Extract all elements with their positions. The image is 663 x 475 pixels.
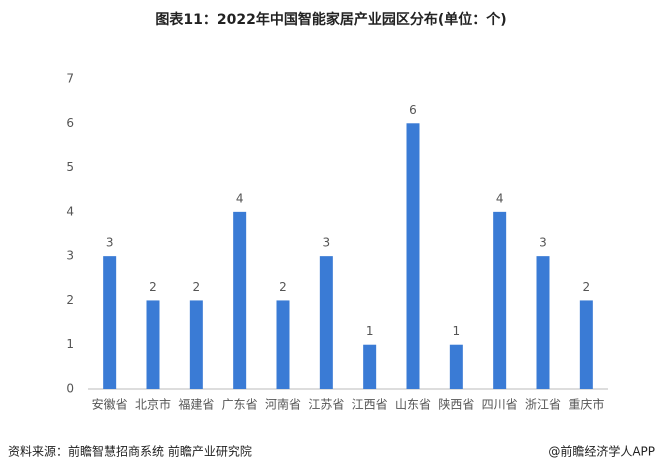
x-tick-label: 重庆市 (568, 397, 604, 412)
bar (233, 211, 247, 389)
data-label: 4 (236, 191, 244, 205)
bar (103, 256, 117, 389)
x-tick-label: 四川省 (482, 398, 518, 412)
y-tick-label: 7 (66, 72, 74, 86)
data-label: 3 (539, 236, 547, 250)
bar (536, 256, 550, 389)
y-tick-label: 6 (66, 116, 74, 130)
data-label: 2 (149, 280, 157, 294)
bar (146, 300, 160, 389)
data-label: 6 (409, 103, 417, 117)
bar (319, 256, 333, 389)
data-label: 2 (279, 280, 287, 294)
chart-title: 图表11：2022年中国智能家居产业园区分布(单位：个) (155, 11, 506, 28)
credit: @前瞻经济学人APP (548, 444, 655, 459)
source-note: 资料来源：前瞻智慧招商系统 前瞻产业研究院 (8, 444, 252, 459)
y-tick-label: 5 (66, 160, 74, 174)
x-tick-label: 安徽省 (92, 397, 128, 412)
y-tick-label: 2 (66, 293, 74, 307)
x-tick-label: 浙江省 (525, 398, 561, 412)
data-label: 1 (453, 324, 461, 338)
data-label: 4 (496, 191, 504, 205)
x-tick-label: 江苏省 (308, 398, 344, 412)
bar (493, 211, 507, 389)
x-tick-label: 北京市 (135, 397, 171, 412)
y-tick-label: 4 (66, 204, 74, 218)
x-tick-label: 河南省 (265, 397, 301, 412)
x-tick-label: 广东省 (222, 398, 258, 412)
x-tick-label: 江西省 (352, 398, 388, 412)
bar (276, 300, 290, 389)
data-label: 3 (106, 236, 114, 250)
bar (449, 344, 463, 389)
bar (363, 344, 377, 389)
bar (579, 300, 593, 389)
x-tick-label: 山东省 (395, 398, 431, 412)
y-tick-label: 1 (66, 337, 74, 351)
bar (406, 123, 420, 390)
y-tick-label: 3 (66, 249, 74, 263)
bar (189, 300, 203, 389)
x-tick-label: 福建省 (178, 397, 214, 412)
x-tick-label: 陕西省 (438, 397, 474, 412)
data-label: 1 (366, 324, 374, 338)
y-tick-label: 0 (66, 382, 74, 396)
data-label: 2 (193, 280, 201, 294)
data-label: 2 (583, 280, 591, 294)
data-label: 3 (323, 236, 331, 250)
